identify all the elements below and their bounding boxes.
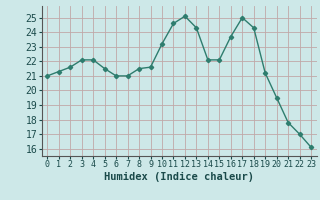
X-axis label: Humidex (Indice chaleur): Humidex (Indice chaleur)	[104, 172, 254, 182]
